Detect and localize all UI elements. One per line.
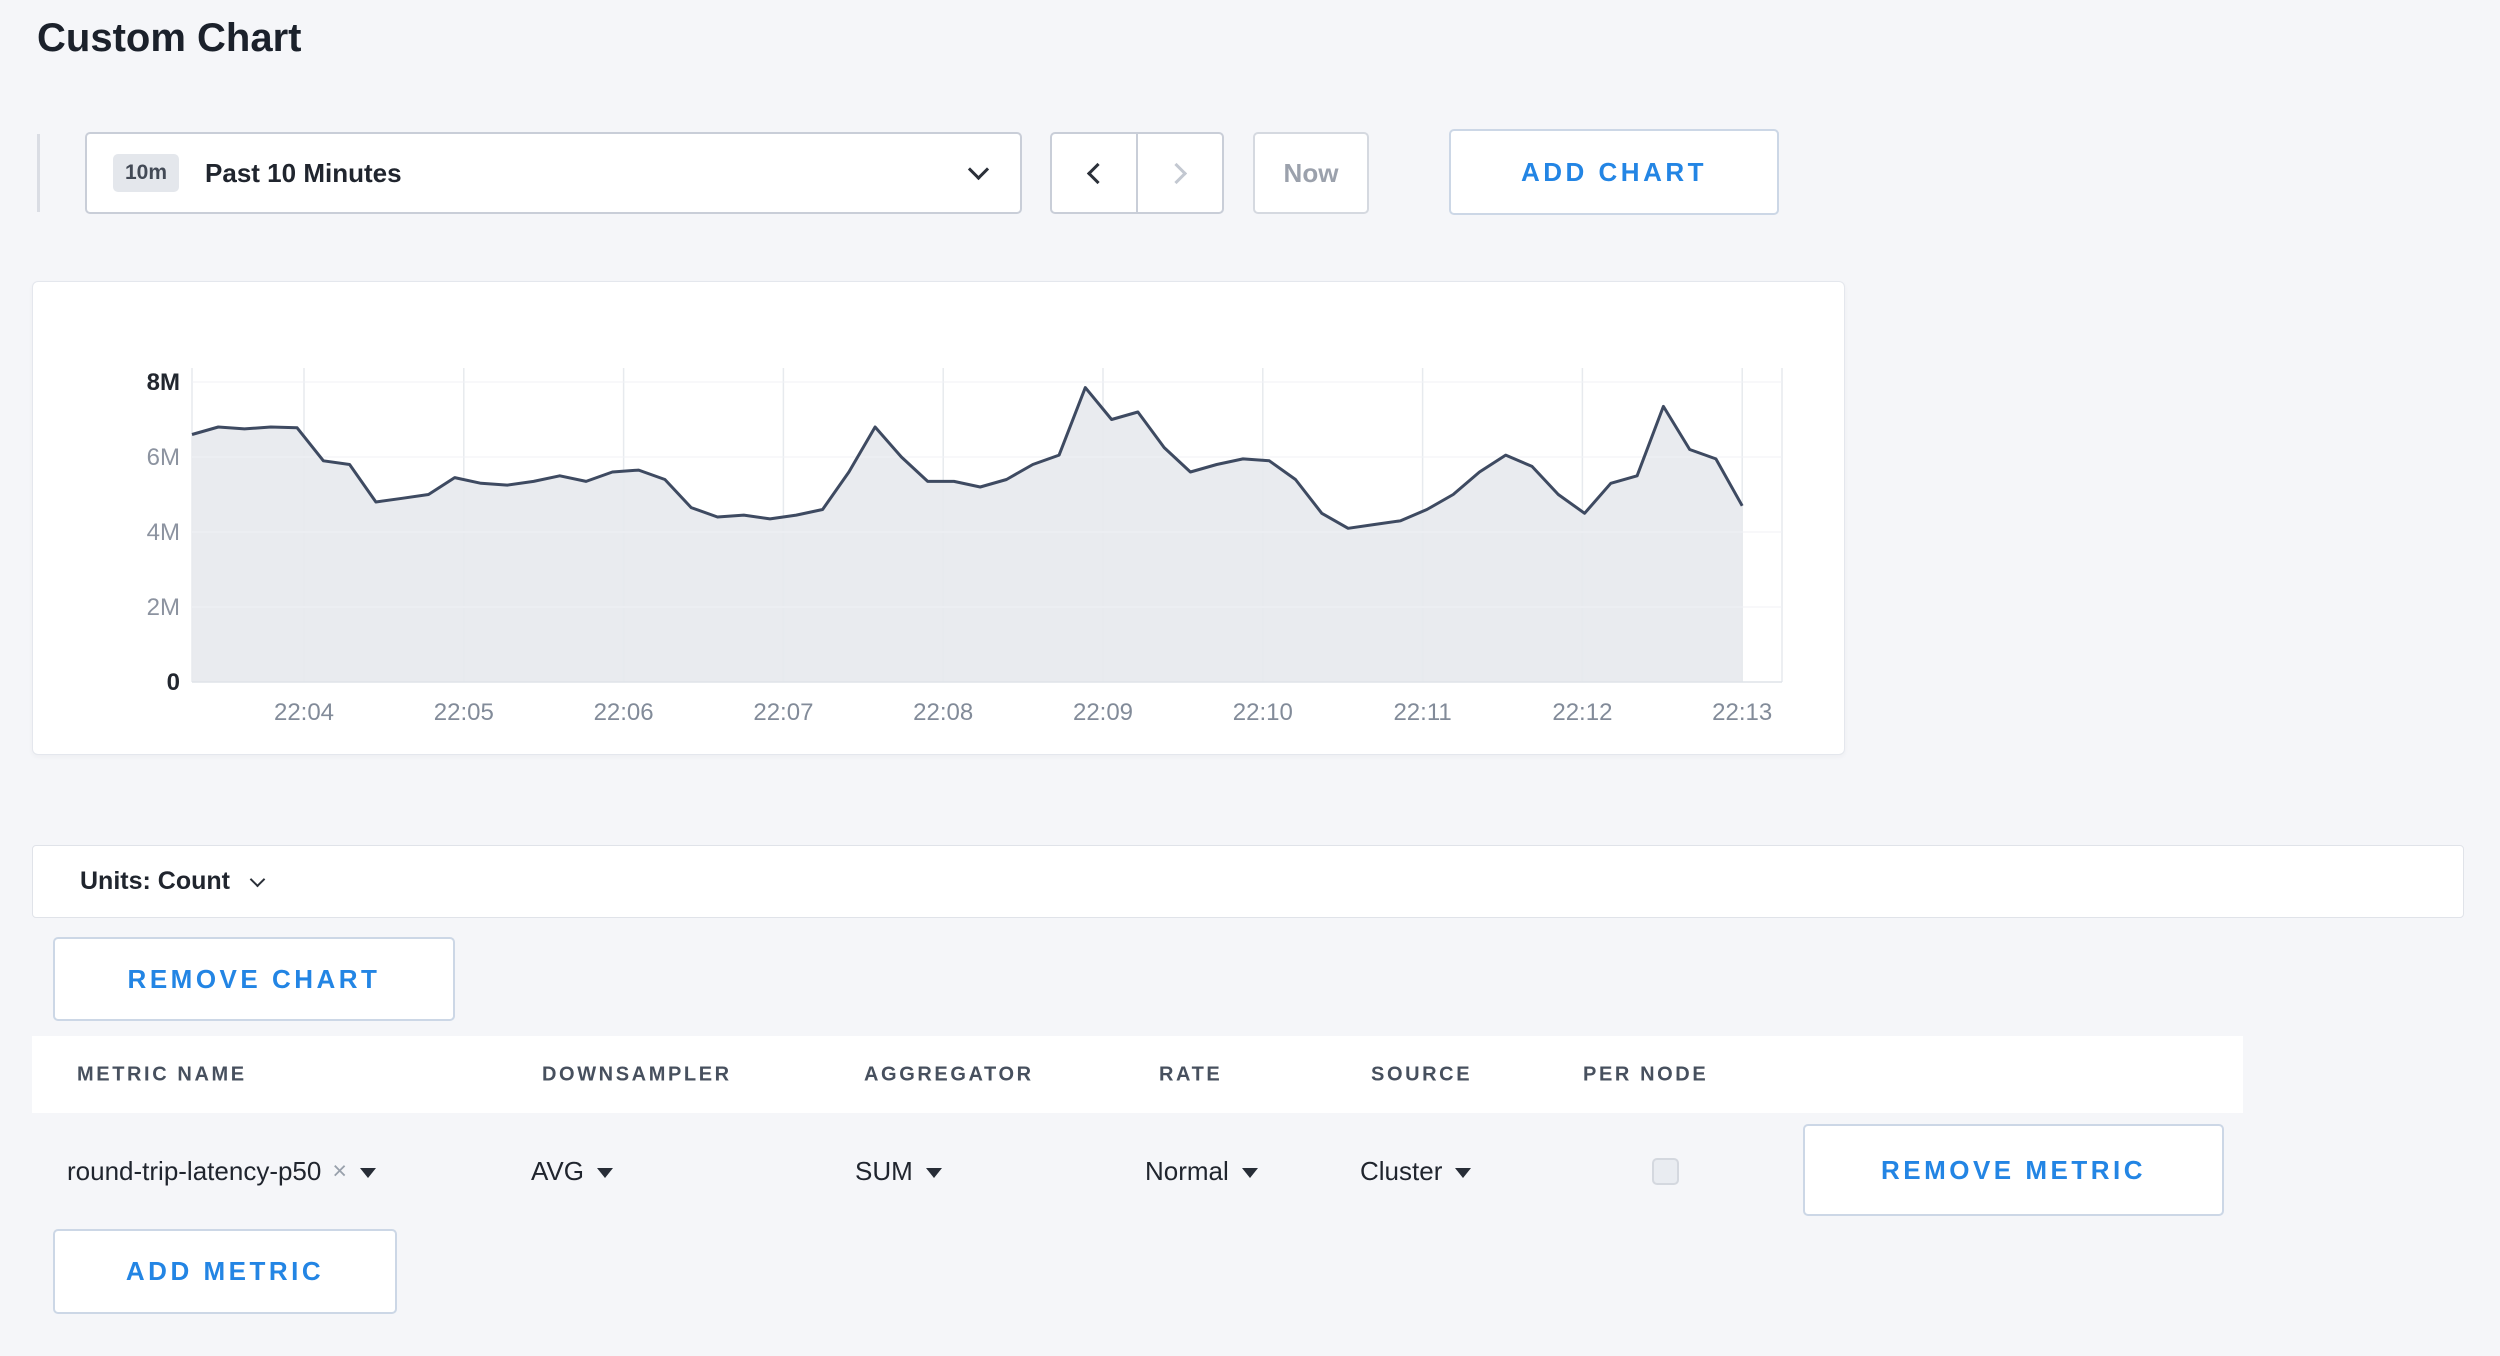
col-header-aggregator: AGGREGATOR	[864, 1063, 1034, 1085]
caret-down-icon	[925, 1168, 942, 1178]
x-tick-label: 22:13	[1712, 699, 1772, 726]
aggregator-value: SUM	[855, 1155, 913, 1186]
caret-down-icon	[1241, 1168, 1258, 1178]
chevron-left-icon	[1086, 162, 1109, 184]
x-tick-label: 22:09	[1073, 699, 1133, 726]
remove-metric-button[interactable]: REMOVE METRIC	[1803, 1124, 2224, 1216]
col-header-downsampler: DOWNSAMPLER	[542, 1063, 732, 1085]
metric-name-select[interactable]: round-trip-latency-p50 ×	[67, 1146, 376, 1196]
time-window-dropdown[interactable]: 10m Past 10 Minutes	[85, 132, 1022, 214]
metric-name-value: round-trip-latency-p50	[67, 1155, 322, 1186]
source-dropdown[interactable]: Cluster	[1360, 1146, 1472, 1196]
time-window-label: Past 10 Minutes	[205, 157, 402, 188]
x-tick-label: 22:10	[1233, 699, 1293, 726]
source-value: Cluster	[1360, 1155, 1443, 1186]
caret-down-icon	[359, 1168, 376, 1178]
x-tick-label: 22:12	[1552, 699, 1612, 726]
x-tick-label: 22:07	[753, 699, 813, 726]
remove-chart-button[interactable]: REMOVE CHART	[53, 937, 455, 1021]
y-tick-label: 6M	[147, 444, 180, 471]
col-header-source: SOURCE	[1371, 1063, 1473, 1085]
add-metric-button[interactable]: ADD METRIC	[53, 1229, 397, 1314]
timeseries-chart: 0 2M 4M 6M 8M 22:04 22:05 22:06 22:07 22:08 22:09 2…	[147, 368, 1783, 726]
chevron-down-icon	[249, 871, 266, 887]
remove-tag-icon[interactable]: ×	[332, 1156, 347, 1185]
x-tick-label: 22:06	[594, 699, 654, 726]
y-tick-label: 4M	[147, 519, 180, 546]
aggregator-dropdown[interactable]: SUM	[855, 1146, 942, 1196]
page-title: Custom Chart	[37, 16, 302, 60]
metrics-table-header: METRIC NAME DOWNSAMPLER AGGREGATOR RATE …	[32, 1036, 2243, 1113]
x-tick-label: 22:05	[434, 699, 494, 726]
x-tick-label: 22:04	[274, 699, 334, 726]
col-header-rate: RATE	[1159, 1063, 1223, 1085]
prev-time-button[interactable]	[1050, 132, 1138, 214]
chart-panel: 0 2M 4M 6M 8M 22:04 22:05 22:06 22:07 22:08 22:09 2…	[32, 281, 1845, 755]
chevron-down-icon	[967, 158, 990, 181]
units-label: Units: Count	[80, 867, 230, 895]
y-tick-label: 0	[167, 669, 180, 696]
col-header-metric-name: METRIC NAME	[77, 1063, 247, 1085]
units-dropdown[interactable]: Units: Count	[32, 845, 2464, 918]
y-tick-label: 2M	[147, 594, 180, 621]
series-area	[192, 387, 1743, 682]
rate-dropdown[interactable]: Normal	[1145, 1146, 1258, 1196]
toolbar-left-divider	[37, 134, 40, 212]
time-window-badge: 10m	[113, 154, 180, 192]
per-node-checkbox[interactable]	[1652, 1158, 1679, 1185]
next-time-button[interactable]	[1136, 132, 1224, 214]
caret-down-icon	[596, 1168, 613, 1178]
now-button[interactable]: Now	[1253, 132, 1369, 214]
downsampler-dropdown[interactable]: AVG	[531, 1146, 613, 1196]
col-header-per-node: PER NODE	[1583, 1063, 1709, 1085]
y-tick-label: 8M	[147, 369, 180, 396]
series-line	[191, 386, 1744, 530]
x-tick-label: 22:11	[1393, 699, 1451, 726]
downsampler-value: AVG	[531, 1155, 584, 1186]
chevron-right-icon	[1165, 162, 1188, 184]
caret-down-icon	[1455, 1168, 1472, 1178]
x-tick-label: 22:08	[913, 699, 973, 726]
add-chart-button[interactable]: ADD CHART	[1449, 129, 1779, 215]
rate-value: Normal	[1145, 1155, 1229, 1186]
